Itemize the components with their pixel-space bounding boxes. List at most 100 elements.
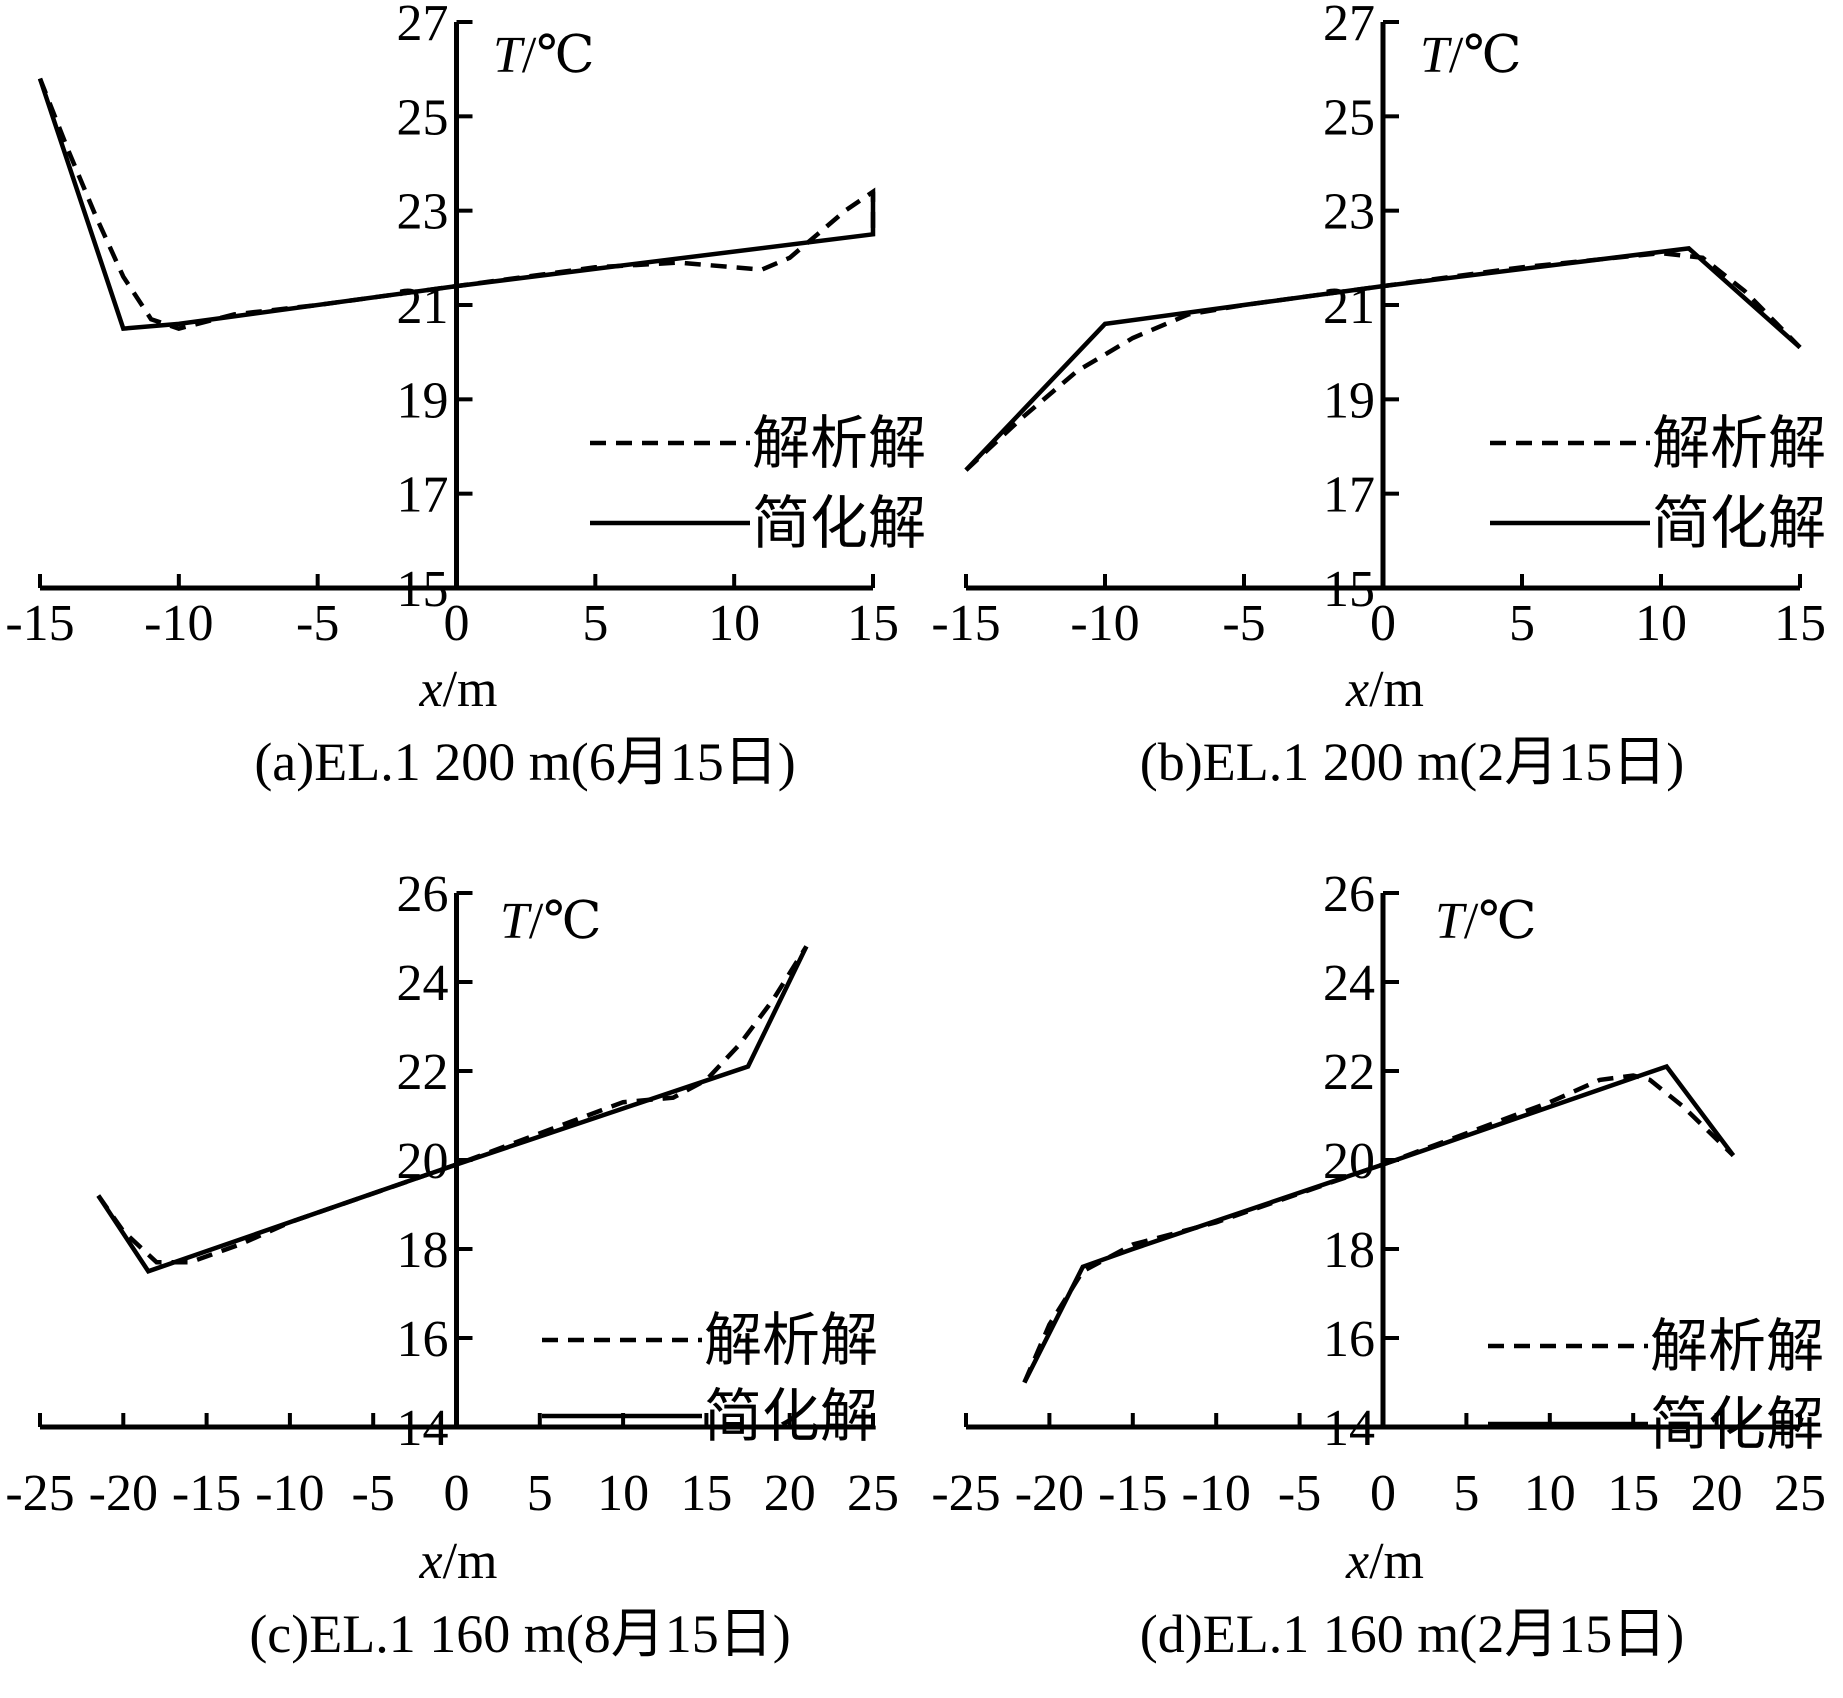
x-axis-title: x/m xyxy=(1345,661,1424,718)
x-axis-title-unit: /m xyxy=(443,1533,498,1590)
x-axis-title-unit: /m xyxy=(1369,1533,1424,1590)
chart-caption: (b)EL.1 200 m(2月15日) xyxy=(1140,732,1684,792)
y-tick-label: 25 xyxy=(1323,89,1375,146)
x-tick-label: -25 xyxy=(931,1465,1000,1522)
y-axis-title-var: T xyxy=(493,27,525,84)
x-tick-label: 5 xyxy=(1453,1465,1479,1522)
y-tick-label: 23 xyxy=(1323,184,1375,241)
y-tick-label: 26 xyxy=(397,866,449,923)
legend-label: 简化解 xyxy=(704,1382,878,1450)
x-tick-label: -15 xyxy=(1098,1465,1167,1522)
legend-label: 解析解 xyxy=(1650,1312,1824,1380)
simplified-solution-line xyxy=(37,77,876,331)
x-tick-label: 10 xyxy=(1524,1465,1576,1522)
x-tick-label: 25 xyxy=(847,1465,899,1522)
x-tick-label: -10 xyxy=(255,1465,324,1522)
simplified-solution-line xyxy=(96,945,809,1274)
x-axis-title-var: x xyxy=(419,661,443,718)
x-tick-label: 0 xyxy=(1370,1465,1396,1522)
x-tick-label: 20 xyxy=(764,1465,816,1522)
y-axis-title-unit: /℃ xyxy=(522,27,595,84)
legend-label: 简化解 xyxy=(752,489,926,557)
x-tick-label: -10 xyxy=(144,595,213,652)
y-tick-label: 16 xyxy=(1323,1311,1375,1368)
chart-panel-a: -15 -10 -5 0 5 10 1515171921232527T/℃x/m解析解简化解… xyxy=(5,0,926,792)
y-axis-title-var: T xyxy=(1435,893,1467,950)
y-tick-label: 27 xyxy=(397,0,449,52)
x-axis-title-var: x xyxy=(1345,661,1369,718)
chart-panel-b: -15 -10 -5 0 5 10 1515171921232527T/℃x/m解析解简化解… xyxy=(931,0,1826,792)
x-tick-label: 0 xyxy=(444,1465,470,1522)
simplified-solution-line xyxy=(1022,1063,1736,1384)
y-tick-label: 19 xyxy=(1323,372,1375,429)
x-tick-label: -5 xyxy=(1278,1465,1321,1522)
x-tick-label: -15 xyxy=(5,595,74,652)
x-tick-label: 10 xyxy=(708,595,760,652)
x-axis-title-var: x xyxy=(419,1533,443,1590)
y-tick-label: 15 xyxy=(397,561,449,618)
x-tick-label: 5 xyxy=(582,595,608,652)
x-tick-label: 0 xyxy=(444,595,470,652)
x-tick-label: 25 xyxy=(1774,1465,1826,1522)
x-axis-title-unit: /m xyxy=(1369,661,1424,718)
y-tick-label: 19 xyxy=(397,372,449,429)
x-tick-label: -5 xyxy=(296,595,339,652)
x-tick-label: 20 xyxy=(1691,1465,1743,1522)
x-tick-label: -20 xyxy=(1015,1465,1084,1522)
x-tick-label: 15 xyxy=(1774,595,1826,652)
y-axis-title: T/℃ xyxy=(1420,27,1522,84)
y-tick-label: 17 xyxy=(1323,467,1375,524)
x-tick-label: 15 xyxy=(680,1465,732,1522)
legend-label: 解析解 xyxy=(704,1306,878,1374)
y-tick-label: 18 xyxy=(1323,1222,1375,1279)
simplified-solution-line xyxy=(964,246,1802,472)
y-tick-label: 26 xyxy=(1323,866,1375,923)
x-tick-label: 5 xyxy=(527,1465,553,1522)
chart-caption: (d)EL.1 160 m(2月15日) xyxy=(1140,1604,1684,1664)
legend-label: 简化解 xyxy=(1652,489,1826,557)
y-tick-label: 15 xyxy=(1323,561,1375,618)
y-tick-label: 22 xyxy=(1323,1044,1375,1101)
x-tick-label: 10 xyxy=(597,1465,649,1522)
x-tick-label: 15 xyxy=(1607,1465,1659,1522)
x-tick-label: -5 xyxy=(1222,595,1265,652)
y-axis-title: T/℃ xyxy=(500,893,602,950)
y-tick-label: 27 xyxy=(1323,0,1375,52)
x-tick-label: -15 xyxy=(172,1465,241,1522)
x-tick-label: -20 xyxy=(89,1465,158,1522)
legend-label: 简化解 xyxy=(1650,1390,1824,1458)
y-tick-label: 22 xyxy=(397,1044,449,1101)
x-axis-title-unit: /m xyxy=(443,661,498,718)
x-tick-label: -10 xyxy=(1182,1465,1251,1522)
analytic-solution-line xyxy=(1022,1073,1735,1384)
x-tick-label: -15 xyxy=(931,595,1000,652)
x-tick-label: 0 xyxy=(1370,595,1396,652)
y-tick-label: 18 xyxy=(397,1222,449,1279)
y-tick-label: 25 xyxy=(397,89,449,146)
x-tick-label: -10 xyxy=(1070,595,1139,652)
y-tick-label: 14 xyxy=(397,1400,449,1457)
y-axis-title-unit: /℃ xyxy=(529,893,602,950)
x-axis-title: x/m xyxy=(419,1533,498,1590)
chart-caption: (c)EL.1 160 m(8月15日) xyxy=(249,1604,790,1664)
analytic-solution-line xyxy=(96,945,809,1265)
x-axis-title: x/m xyxy=(1345,1533,1424,1590)
y-axis-title: T/℃ xyxy=(493,27,595,84)
x-tick-label: -25 xyxy=(5,1465,74,1522)
x-axis-title: x/m xyxy=(419,661,498,718)
x-tick-label: 10 xyxy=(1635,595,1687,652)
y-tick-label: 17 xyxy=(397,467,449,524)
x-tick-label: 5 xyxy=(1509,595,1535,652)
y-tick-label: 24 xyxy=(397,955,449,1012)
y-tick-label: 14 xyxy=(1323,1400,1375,1457)
y-axis-title-var: T xyxy=(500,893,532,950)
y-axis-title-var: T xyxy=(1420,27,1452,84)
y-axis-title-unit: /℃ xyxy=(1449,27,1522,84)
x-axis-title-var: x xyxy=(1345,1533,1369,1590)
y-tick-label: 24 xyxy=(1323,955,1375,1012)
legend-label: 解析解 xyxy=(752,409,926,477)
y-axis-title-unit: /℃ xyxy=(1464,893,1537,950)
